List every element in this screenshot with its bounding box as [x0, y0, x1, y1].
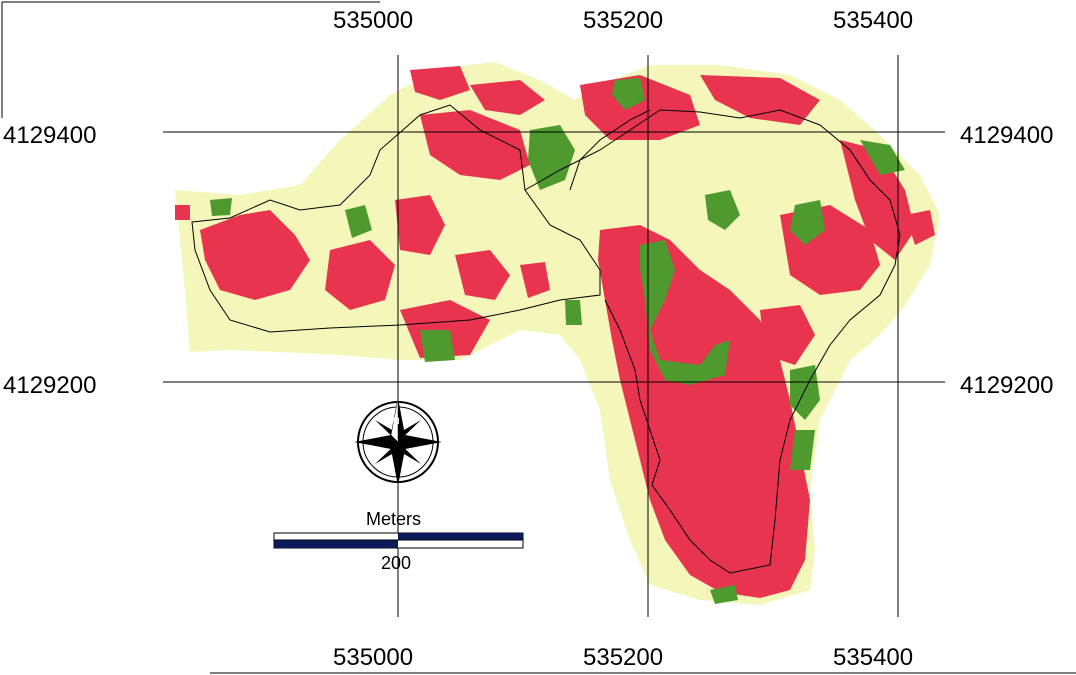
- boundary-outlines: [191, 104, 901, 574]
- graticule: [163, 55, 945, 617]
- x-label-bottom-535400: 535400: [833, 644, 914, 671]
- x-label-top-535000: 535000: [333, 7, 414, 34]
- x-label-bottom-535000: 535000: [333, 644, 414, 671]
- x-label-bottom-535200: 535200: [583, 644, 664, 671]
- scale-value-label: 200: [381, 553, 412, 573]
- x-label-top-535200: 535200: [583, 7, 664, 34]
- green-class-patches: [210, 78, 905, 604]
- y-label-left-4129200: 4129200: [3, 372, 97, 399]
- scale-unit-label: Meters: [366, 509, 422, 529]
- scale-bar: [273, 532, 524, 549]
- compass-rose-icon: [354, 397, 442, 486]
- y-label-right-4129400: 4129400: [960, 122, 1054, 149]
- neatline-top-left: [1, 1, 380, 118]
- y-label-right-4129200: 4129200: [960, 372, 1054, 399]
- x-label-top-535400: 535400: [833, 7, 914, 34]
- north-letter: N: [393, 416, 400, 426]
- red-class-patches: [175, 66, 935, 598]
- y-label-left-4129400: 4129400: [3, 122, 97, 149]
